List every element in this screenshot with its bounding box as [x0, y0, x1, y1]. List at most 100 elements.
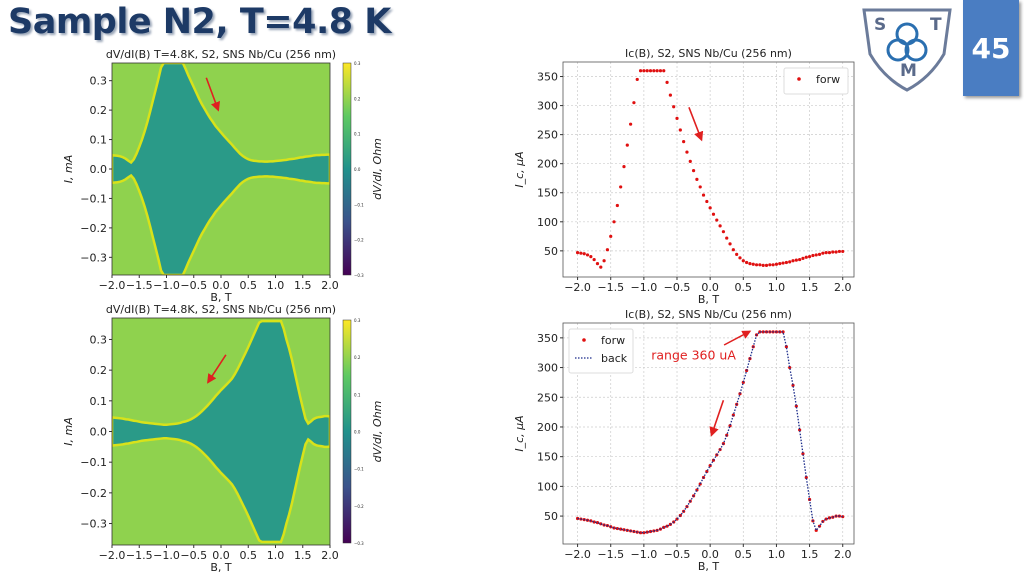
x-tick-label: 0.5 — [240, 549, 258, 562]
heatmap-chart-1: 0.30.20.10.0−0.1−0.2−0.3dV/dI, Ohm−2.0 −1… — [62, 303, 384, 574]
y-tick-label: 200 — [537, 158, 558, 171]
x-tick-label: 0.0 — [701, 548, 719, 561]
data-point-forw — [841, 249, 845, 254]
data-point-forw — [827, 250, 832, 255]
data-point-forw — [575, 250, 580, 255]
y-tick-label: 300 — [537, 100, 558, 113]
x-tick-label: −0.5 — [664, 548, 691, 561]
data-point-forw — [595, 262, 600, 266]
x-tick-label: −0.5 — [180, 279, 207, 292]
y-tick-label: 0.3 — [90, 333, 108, 346]
logo-letter-m: M — [900, 61, 917, 81]
x-tick-label: −2.0 — [99, 549, 126, 562]
heatmap-chart-0: 0.30.20.10.0−0.1−0.2−0.3dV/dI, Ohm−2.0 −1… — [62, 48, 384, 304]
data-point-forw — [602, 259, 606, 263]
plot-frame — [562, 322, 855, 545]
colorbar-tick-label: −0.3 — [354, 273, 364, 278]
y-tick-label: 300 — [537, 362, 558, 375]
legend: forw back — [568, 328, 634, 374]
logo-letter-s: S — [874, 15, 886, 35]
data-point-forw — [794, 404, 798, 408]
x-tick-label: −1.5 — [126, 279, 153, 292]
data-point-forw — [784, 260, 788, 265]
legend-marker-forw — [582, 338, 586, 342]
x-tick-label: 0.5 — [735, 281, 753, 294]
data-point-forw — [632, 101, 636, 105]
x-tick-label: −1.0 — [631, 548, 658, 561]
x-axis-label: B, T — [698, 293, 720, 306]
data-point-forw — [738, 256, 742, 260]
x-tick-label: 2.0 — [834, 548, 852, 561]
colorbar-label: dV/dI, Ohm — [371, 138, 384, 200]
data-point-forw — [751, 262, 755, 266]
page-number-badge: 45 — [963, 0, 1019, 96]
y-tick-label: 50 — [544, 510, 558, 523]
colorbar-label: dV/dI, Ohm — [371, 401, 384, 463]
data-point-forw — [629, 122, 633, 126]
data-point-forw — [771, 263, 775, 267]
chart-title: dV/dI(B) T=4.8K, S2, SNS Nb/Cu (256 nm) — [106, 303, 336, 316]
chart-title: dV/dI(B) T=4.8K, S2, SNS Nb/Cu (256 nm) — [106, 48, 336, 61]
ic-chart-3: forw back range 360 uA −2.0 −1.5 −1.0 −0.5 0.0 0… — [513, 308, 855, 573]
data-point-forw — [708, 206, 712, 210]
data-point-forw — [834, 250, 838, 254]
y-tick-label: 250 — [537, 391, 558, 404]
x-axis-label: B, T — [210, 561, 232, 574]
data-point-forw — [655, 69, 659, 73]
data-point-forw — [638, 69, 643, 73]
y-tick-label: −0.3 — [80, 518, 107, 531]
data-point-forw — [804, 475, 808, 480]
data-point-forw — [768, 263, 772, 267]
y-tick-label: −0.2 — [80, 222, 107, 235]
data-point-forw — [605, 248, 610, 252]
colorbar-tick-label: 0.2 — [354, 96, 361, 101]
x-tick-label: 2.0 — [321, 279, 339, 292]
y-tick-label: −0.2 — [80, 487, 107, 500]
data-point-forw — [672, 105, 676, 109]
x-tick-label: 1.5 — [801, 548, 819, 561]
colorbar-tick-label: −0.2 — [354, 504, 364, 509]
data-point-forw — [774, 262, 779, 266]
data-point-forw — [758, 263, 762, 267]
data-point-forw — [764, 263, 769, 267]
data-point-forw — [662, 69, 666, 73]
data-point-forw — [801, 256, 805, 261]
colorbar — [342, 319, 352, 544]
data-point-forw — [824, 250, 828, 255]
x-tick-label: 0.5 — [240, 279, 258, 292]
y-tick-label: 350 — [537, 71, 558, 84]
data-point-forw — [675, 116, 679, 120]
x-axis-label: B, T — [698, 560, 720, 573]
data-point-forw — [599, 265, 603, 269]
data-point-forw — [711, 212, 716, 216]
y-tick-label: −0.1 — [80, 456, 107, 469]
colorbar-tick-label: −0.1 — [354, 467, 364, 472]
data-point-forw — [788, 365, 792, 370]
x-tick-label: 1.0 — [768, 548, 786, 561]
data-point-forw — [642, 69, 646, 73]
y-tick-label: 100 — [537, 216, 558, 229]
x-tick-label: 2.0 — [321, 549, 339, 562]
x-tick-label: 2.0 — [834, 281, 852, 294]
data-point-forw — [781, 261, 785, 265]
x-tick-label: −1.0 — [153, 279, 180, 292]
x-tick-label: −1.5 — [597, 548, 624, 561]
superconducting-region — [112, 63, 330, 275]
data-point-forw — [804, 255, 808, 259]
data-point-forw — [609, 234, 613, 238]
data-point-forw — [582, 252, 586, 256]
annotation-arrow — [723, 330, 752, 346]
data-point-forw — [592, 257, 596, 262]
data-point-forw — [814, 253, 818, 257]
data-point-forw — [778, 262, 782, 266]
y-tick-label: 100 — [537, 480, 558, 493]
data-point-forw — [645, 69, 649, 73]
data-point-forw — [589, 255, 593, 259]
data-point-forw — [721, 230, 726, 234]
data-point-forw — [625, 143, 629, 147]
x-tick-label: −1.5 — [126, 549, 153, 562]
ic-chart-2: forw −2.0 −1.5 −1.0 −0.5 0.0 0.5 1.0 1.5 2.0 50 100… — [513, 47, 855, 306]
y-tick-label: 350 — [537, 332, 558, 345]
y-tick-label: 0.0 — [90, 426, 108, 439]
y-tick-label: 0.2 — [90, 104, 108, 117]
